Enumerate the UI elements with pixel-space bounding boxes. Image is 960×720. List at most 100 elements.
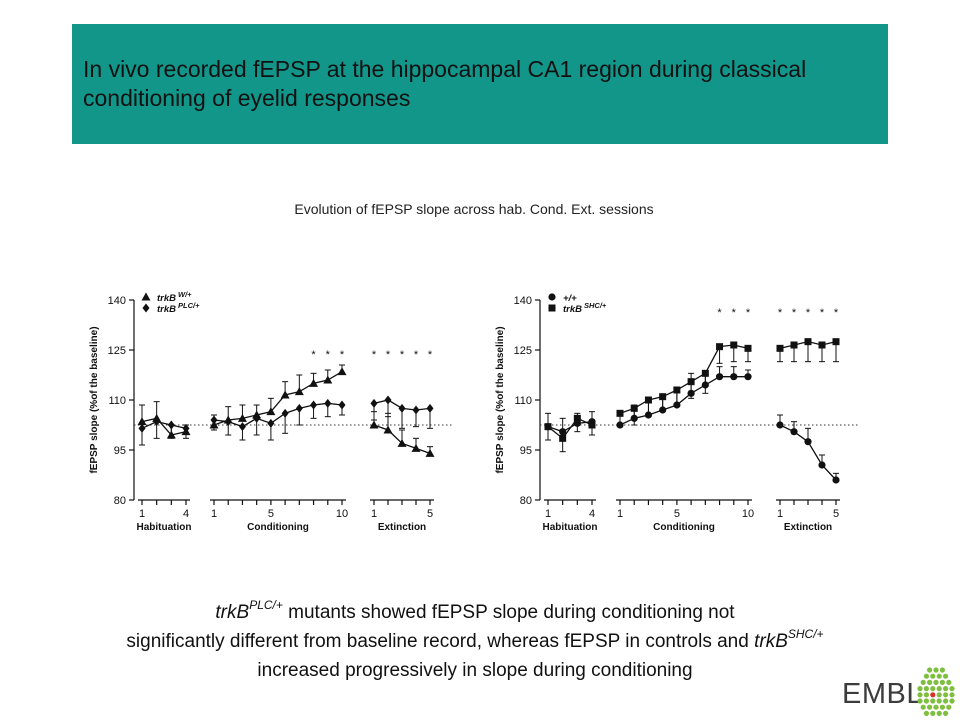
data-point [338, 400, 346, 410]
significance-mark: * [326, 349, 331, 361]
legend-marker [548, 293, 556, 301]
data-point [167, 420, 175, 430]
caption-gene-plc: trkB [215, 602, 250, 623]
x-tick-label: 10 [336, 508, 348, 520]
significance-mark: * [372, 349, 377, 361]
series-line [141, 417, 187, 436]
data-point [559, 428, 567, 436]
y-tick-label: 110 [514, 395, 532, 407]
significance-mark: * [311, 349, 316, 361]
logo-dot [917, 698, 923, 704]
data-point [310, 400, 318, 410]
legend-label-name: trkB [157, 304, 176, 315]
x-group-label-habituation: Habituation [543, 522, 598, 533]
data-point [616, 409, 624, 417]
data-point [659, 393, 667, 401]
data-point [630, 404, 638, 412]
logo-dot [923, 692, 929, 698]
series-1 [544, 338, 840, 453]
significance-mark: * [717, 307, 722, 319]
data-point [138, 423, 146, 433]
data-point [687, 378, 695, 386]
data-point [776, 421, 784, 429]
data-point [832, 476, 840, 484]
legend-label: trkB PLC/+ [157, 301, 200, 315]
x-tick-label: 1 [777, 508, 783, 520]
data-point [673, 386, 681, 394]
data-point [137, 417, 147, 426]
logo-dot [930, 692, 936, 698]
data-point [544, 423, 552, 431]
caption-text-2: significantly different from baseline re… [126, 631, 755, 652]
legend-label-sup: SHC/+ [584, 301, 607, 310]
data-point [237, 413, 247, 422]
y-tick-label: 140 [514, 295, 532, 307]
data-point [715, 373, 724, 381]
data-point [730, 373, 738, 381]
data-point [730, 341, 738, 349]
y-tick-label: 125 [514, 345, 532, 357]
logo-dot [923, 710, 929, 716]
caption-line-3: increased progressively in slope during … [257, 660, 693, 681]
significance-mark: * [806, 307, 811, 319]
embl-logo: EMBL [842, 664, 960, 720]
significance-mark: * [340, 349, 345, 361]
x-tick-label: 4 [589, 508, 595, 520]
data-point [804, 438, 812, 446]
data-point [716, 343, 724, 351]
caption-line-2: significantly different from baseline re… [10, 627, 940, 656]
series-line [213, 402, 343, 428]
x-group-label-habituation: Habituation [137, 522, 192, 533]
logo-dot [927, 679, 933, 685]
logo-dot [939, 679, 945, 685]
logo-dot [933, 704, 939, 710]
x-group-label-extinction: Extinction [784, 522, 832, 533]
x-tick-label: 1 [371, 508, 377, 520]
logo-dot [936, 673, 942, 679]
x-tick-label: 5 [674, 508, 680, 520]
data-point [832, 338, 840, 346]
data-point [644, 396, 652, 404]
data-point [295, 403, 303, 413]
caption-gene-shc: trkB [754, 631, 788, 652]
logo-dot [930, 698, 936, 704]
data-point [280, 390, 290, 399]
series-0 [544, 366, 840, 484]
logo-dot [930, 710, 936, 716]
x-tick-label: 5 [268, 508, 274, 520]
logo-dot [933, 667, 939, 673]
significance-mark: * [834, 307, 839, 319]
logo-dot [917, 686, 923, 692]
significance-mark: * [792, 307, 797, 319]
logo-dot [943, 673, 949, 679]
caption: trkBPLC/+ mutants showed fEPSP slope dur… [10, 598, 940, 685]
series-1 [138, 395, 434, 446]
data-point [266, 407, 276, 416]
x-tick-label: 5 [833, 508, 839, 520]
legend-label: +/+ [563, 293, 577, 304]
data-point [573, 414, 581, 422]
legend-label-name: trkB [157, 293, 176, 304]
data-point [370, 398, 378, 408]
data-point [398, 403, 406, 413]
logo-dot [920, 679, 926, 685]
slide-title: In vivo recorded fEPSP at the hippocampa… [83, 56, 807, 111]
data-point [267, 418, 275, 428]
logo-dot [936, 710, 942, 716]
series-line [547, 421, 593, 433]
data-point [818, 461, 826, 469]
legend-label: trkB SHC/+ [563, 301, 607, 315]
data-point [588, 421, 596, 429]
data-point [559, 434, 567, 442]
legend-marker [142, 303, 150, 313]
x-tick-label: 10 [742, 508, 754, 520]
legend-label-sup: PLC/+ [178, 301, 200, 310]
data-point [744, 373, 752, 381]
y-tick-label: 110 [108, 395, 126, 407]
data-point [384, 395, 392, 405]
x-tick-label: 1 [139, 508, 145, 520]
series-line [547, 417, 593, 440]
logo-dots-icon [917, 667, 955, 716]
